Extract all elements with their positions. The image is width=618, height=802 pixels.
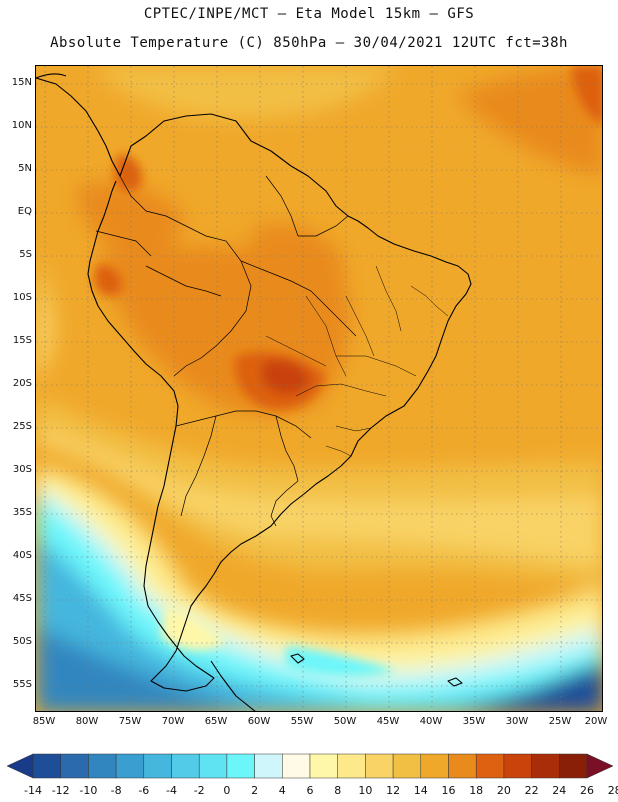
lat-label: 5N [18,163,32,174]
legend-swatch [143,753,172,779]
lat-label: 5S [19,249,32,260]
legend-swatch [531,753,560,779]
legend-tick-label: -6 [138,784,149,797]
lat-label: 45S [12,593,32,604]
temperature-map [35,65,603,712]
legend-tick-label: 10 [358,784,372,797]
legend-swatch [586,753,614,779]
lat-label: 25S [12,421,32,432]
lat-label: 30S [12,464,32,475]
legend-tick-label: 24 [552,784,566,797]
legend-tick-label: 22 [525,784,539,797]
legend-swatch [392,753,422,779]
legend-tick-label: 2 [251,784,258,797]
title-line-2: Absolute Temperature (C) 850hPa – 30/04/… [50,35,568,51]
legend-tick-label: 8 [334,784,341,797]
lat-label: EQ [17,206,32,217]
legend-swatch [226,753,255,779]
coastline [36,73,472,711]
legend-swatch [448,753,477,779]
legend-tick-label: 26 [580,784,594,797]
legend-swatch [420,753,449,779]
lat-label: 50S [12,636,32,647]
legend-swatch [60,753,89,779]
color-legend: -14 -12 -10 -8 -6 -4 -2 0 2 4 6 8 10 12 14 16 18 20 22 24 26… [0,748,618,798]
legend-tick-label: 0 [223,784,230,797]
lat-label: 20S [12,378,32,389]
lat-label: 55S [12,679,32,690]
lon-label: 70W [161,716,185,727]
state-borders [265,265,449,457]
legend-swatch [198,753,228,779]
legend-swatch [475,753,505,779]
legend-tick-label: 18 [469,784,483,797]
lon-label: 50W [333,716,357,727]
legend-swatch [309,753,338,779]
lat-label: 10N [11,120,32,131]
legend-swatch [559,753,588,779]
temperature-field [36,66,602,711]
legend-tick-label: -10 [79,784,97,797]
lon-label: 20W [584,716,608,727]
lon-label: 25W [548,716,572,727]
legend-swatch [88,753,117,779]
lat-label: 10S [12,292,32,303]
lon-label: 35W [462,716,486,727]
legend-swatch [32,753,61,779]
legend-swatch [115,753,145,779]
lat-label: 15S [12,335,32,346]
lon-label: 75W [118,716,142,727]
country-borders [95,175,357,527]
lon-label: 40W [419,716,443,727]
lon-label: 45W [376,716,400,727]
legend-tick-label: 20 [497,784,511,797]
lat-label: 40S [12,550,32,561]
legend-tick-label: 14 [414,784,428,797]
lon-label: 60W [247,716,271,727]
legend-tick-label: 28 [608,784,618,797]
legend-swatch [365,753,394,779]
legend-tick-label: -8 [111,784,122,797]
lon-label: 55W [290,716,314,727]
legend-tick-label: -2 [194,784,205,797]
title-line-1: CPTEC/INPE/MCT – Eta Model 15km – GFS [143,6,475,22]
legend-tick-label: -12 [52,784,70,797]
lon-label: 85W [32,716,56,727]
lon-label: 30W [505,716,529,727]
legend-tick-label: -4 [166,784,177,797]
lon-label: 80W [75,716,99,727]
lon-label: 65W [204,716,228,727]
legend-swatch [282,753,311,779]
legend-tick-label: 4 [279,784,286,797]
legend-tick-label: 12 [386,784,400,797]
lat-label: 15N [11,77,32,88]
legend-tick-label: -14 [24,784,42,797]
legend-swatch [337,753,366,779]
legend-swatch [503,753,532,779]
lat-label: 35S [12,507,32,518]
legend-tick-label: 16 [442,784,456,797]
legend-swatch [171,753,200,779]
legend-tick-label: 6 [307,784,314,797]
legend-swatch [254,753,283,779]
legend-swatch [6,753,34,779]
